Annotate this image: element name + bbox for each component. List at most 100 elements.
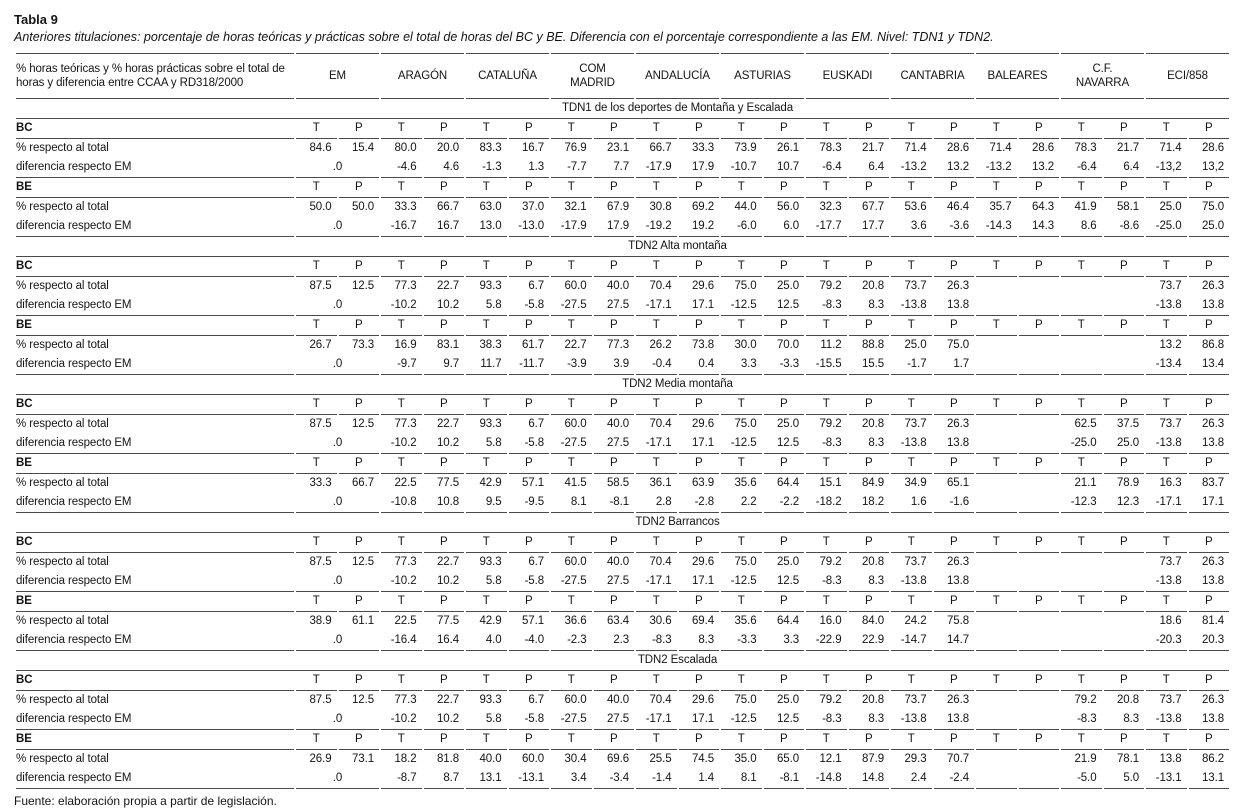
tp-header-cell: P xyxy=(423,454,464,474)
tp-header-cell: T xyxy=(806,454,847,474)
value-cell xyxy=(1061,355,1102,375)
value-cell xyxy=(976,434,1017,454)
table-head: % horas teóricas y % horas prácticas sob… xyxy=(16,53,1229,99)
tp-header-cell: T xyxy=(976,257,1017,277)
value-cell: 60.0 xyxy=(564,280,587,292)
tp-header-cell: T xyxy=(1146,119,1187,139)
value-cell: 26.2 xyxy=(649,339,672,351)
tp-header-cell: P xyxy=(593,395,634,415)
value-cell: -4.0 xyxy=(508,631,549,651)
value-cell xyxy=(976,631,1017,651)
value-cell: 88.8 xyxy=(862,339,884,351)
value-cell: 35.0 xyxy=(734,753,757,765)
value-cell: 5.8 xyxy=(466,710,507,730)
tp-header-cell: T xyxy=(636,454,677,474)
value-cell: 12.5 xyxy=(763,296,804,316)
value-cell: 66.7 xyxy=(352,477,374,489)
tp-header-cell: T xyxy=(636,257,677,277)
value-cell: 8.3 xyxy=(1103,710,1144,730)
row-label: % respecto al total xyxy=(16,339,109,351)
value-cell: -5.8 xyxy=(508,572,549,592)
value-cell: 87.5 xyxy=(309,694,332,706)
value-cell: 3.3 xyxy=(763,631,804,651)
tp-header-cell: P xyxy=(338,395,379,415)
tp-header-cell: P xyxy=(593,454,634,474)
value-cell: 13.8 xyxy=(933,710,974,730)
value-cell: 77.3 xyxy=(607,339,629,351)
tp-header-cell: T xyxy=(806,257,847,277)
value-cell: 34.9 xyxy=(904,477,927,489)
value-cell: 56.0 xyxy=(777,201,799,213)
row-label: % respecto al total xyxy=(16,753,109,765)
value-cell: -27.5 xyxy=(551,296,592,316)
value-cell: 17.9 xyxy=(678,158,719,178)
tp-header-cell: P xyxy=(933,178,974,198)
value-cell: 33.3 xyxy=(309,477,332,489)
value-cell: .0 xyxy=(296,710,379,730)
value-cell xyxy=(1018,296,1059,316)
value-cell: 16.3 xyxy=(1159,477,1182,489)
value-cell: 66.7 xyxy=(437,201,459,213)
pct-row: % respecto al total 26.7 73.3 16.9 83.1 38.3 6… xyxy=(16,336,1229,355)
tp-header-cell: T xyxy=(721,533,762,553)
value-cell: -8.1 xyxy=(593,493,634,513)
value-cell: 77.3 xyxy=(394,418,417,430)
value-cell: 12.1 xyxy=(819,753,842,765)
tp-header-cell: T xyxy=(976,671,1017,691)
pct-row: % respecto al total 87.5 12.5 77.3 22.7 93.3 6… xyxy=(16,415,1229,434)
value-cell: 78.3 xyxy=(1074,142,1097,154)
tp-header-cell: T xyxy=(466,119,507,139)
tp-header-cell: P xyxy=(1188,454,1229,474)
value-cell: 73.7 xyxy=(1159,418,1182,430)
value-cell: -11.7 xyxy=(508,355,549,375)
tp-header-cell: P xyxy=(423,730,464,750)
tp-header-cell: T xyxy=(891,730,932,750)
value-cell: 81.8 xyxy=(437,753,459,765)
diff-row: diferencia respecto EM .0 -10.2 10.2 5.8 -5.8… xyxy=(16,296,1229,316)
value-cell: 8.6 xyxy=(1061,217,1102,237)
value-cell xyxy=(1104,553,1145,572)
value-cell: 35.6 xyxy=(734,477,757,489)
tp-header-cell: T xyxy=(1146,454,1187,474)
tp-header-cell: P xyxy=(508,316,549,336)
value-cell: 14.7 xyxy=(933,631,974,651)
tp-header-cell: T xyxy=(721,257,762,277)
value-cell: -13.8 xyxy=(1146,434,1187,454)
value-cell: 81.4 xyxy=(1202,615,1224,627)
tp-header-cell: T xyxy=(381,533,422,553)
value-cell: 71.4 xyxy=(1159,142,1182,154)
value-cell: -10.2 xyxy=(381,572,422,592)
tp-header-cell: P xyxy=(763,730,804,750)
value-cell: 20.8 xyxy=(862,418,884,430)
tp-header-cell: T xyxy=(891,119,932,139)
value-cell: 22.5 xyxy=(394,615,417,627)
value-cell: 17.1 xyxy=(1188,493,1229,513)
value-cell: -25.0 xyxy=(1061,434,1102,454)
value-cell: 30.0 xyxy=(734,339,757,351)
value-cell: 13.8 xyxy=(933,434,974,454)
value-cell: 25.0 xyxy=(904,339,927,351)
value-cell: 12.5 xyxy=(352,418,374,430)
value-cell: 29.3 xyxy=(904,753,927,765)
row-label: % respecto al total xyxy=(16,418,109,430)
value-cell: -5.8 xyxy=(508,710,549,730)
tp-header-cell: P xyxy=(678,592,719,612)
value-cell: 4.0 xyxy=(466,631,507,651)
value-cell: 60.0 xyxy=(564,418,587,430)
tp-header-cell: P xyxy=(1018,533,1059,553)
tp-header-cell: T xyxy=(296,454,337,474)
value-cell: 67.9 xyxy=(607,201,629,213)
value-cell: -8.6 xyxy=(1103,217,1144,237)
tp-header-cell: T xyxy=(1061,316,1102,336)
value-cell xyxy=(976,572,1017,592)
value-cell: 40.0 xyxy=(607,418,629,430)
value-cell: 16.7 xyxy=(522,142,544,154)
value-cell: 70.4 xyxy=(649,418,672,430)
tp-header-cell: P xyxy=(848,671,889,691)
value-cell: 53.6 xyxy=(904,201,927,213)
value-cell: 70.0 xyxy=(777,339,799,351)
value-cell: 79.2 xyxy=(819,694,842,706)
tp-header-cell: P xyxy=(933,730,974,750)
column-header-label: ANDALUCÍA xyxy=(645,69,710,82)
value-cell xyxy=(1104,277,1145,296)
